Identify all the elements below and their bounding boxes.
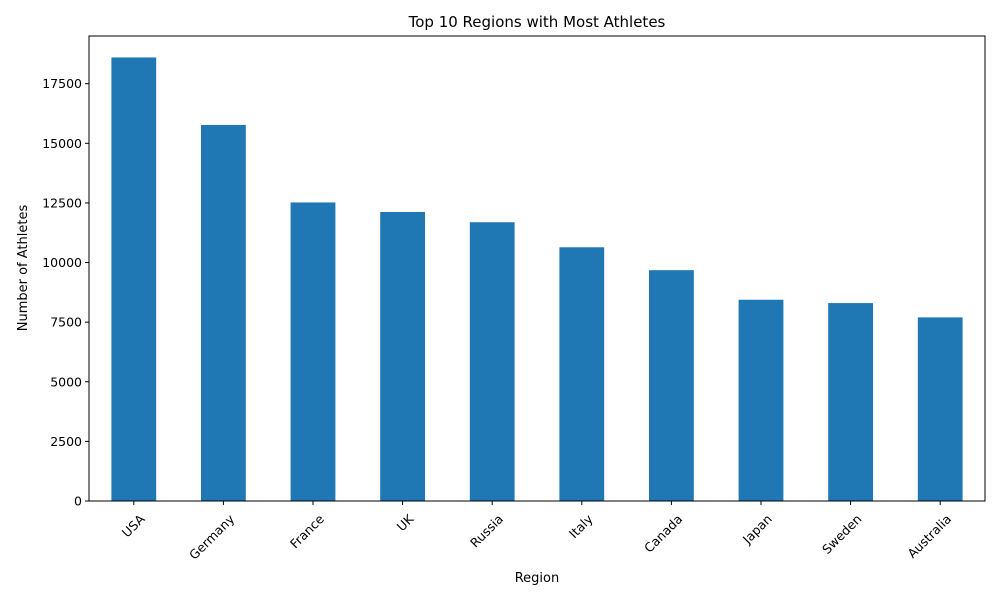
y-tick-label: 15000 [42, 136, 82, 151]
y-tick-label: 12500 [42, 195, 82, 210]
x-tick-label: Sweden [819, 511, 865, 557]
x-tick-label: USA [119, 511, 148, 540]
bar-canada [649, 270, 694, 501]
y-tick-label: 2500 [50, 434, 82, 449]
bar-germany [201, 124, 246, 501]
x-axis-ticks: USA Germany France UK Russia Italy Canada Japan… [119, 501, 954, 563]
plot-frame [88, 35, 986, 502]
x-tick-label: Japan [739, 511, 775, 547]
x-tick-label: France [287, 511, 327, 551]
bar-italy [559, 247, 605, 501]
x-tick-label: Italy [566, 511, 596, 541]
y-tick-label: 10000 [42, 255, 82, 270]
bar-uk [380, 211, 425, 501]
bar-australia [917, 317, 963, 501]
y-tick-label: 7500 [50, 315, 82, 330]
x-tick-label: Russia [467, 511, 506, 550]
y-tick-label: 5000 [50, 374, 82, 389]
y-tick-label: 0 [74, 494, 82, 509]
y-tick-label: 17500 [42, 76, 82, 91]
y-axis-ticks: 0 2500 5000 7500 10000 12500 15000 17500 [42, 76, 89, 509]
x-tick-label: UK [394, 511, 417, 534]
x-axis-label: Region [515, 571, 560, 586]
bar-russia [469, 222, 515, 501]
y-axis-label: Number of Athletes [16, 205, 31, 332]
chart-title: Top 10 Regions with Most Athletes [408, 13, 666, 31]
bar-japan [738, 299, 784, 501]
bars-group [111, 57, 963, 501]
x-tick-label: Australia [904, 511, 954, 561]
bar-sweden [828, 303, 873, 501]
x-tick-label: Canada [641, 511, 685, 555]
x-tick-label: Germany [186, 511, 238, 563]
bar-france [290, 202, 336, 501]
bar-usa [111, 57, 157, 501]
